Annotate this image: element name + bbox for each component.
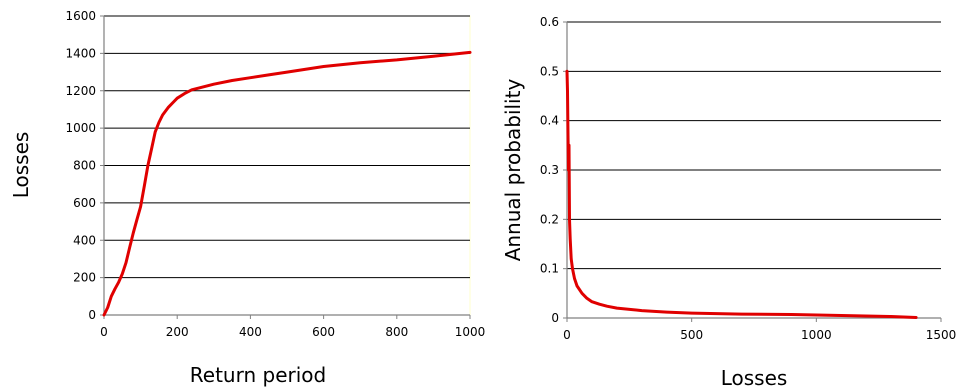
y-tick-label: 0.3 bbox=[540, 163, 559, 177]
y-tick-label: 200 bbox=[73, 271, 96, 285]
y-tick-labels: 0 0.1 0.2 0.3 0.4 0.5 0.6 bbox=[540, 15, 567, 325]
y-tick-label: 0 bbox=[551, 311, 559, 325]
y-axis-title: Annual probability bbox=[501, 79, 525, 262]
y-tick-label: 1200 bbox=[65, 84, 96, 98]
x-tick-label: 0 bbox=[563, 328, 571, 342]
y-tick-label: 1000 bbox=[65, 121, 96, 135]
exceedance-probability-chart: 00.10.20.30.40.50.6 0 500 1000 1500 Losses … bbox=[501, 15, 956, 390]
y-tick-label: 1400 bbox=[65, 46, 96, 60]
y-tick-label: 400 bbox=[73, 233, 96, 247]
x-tick-label: 500 bbox=[680, 328, 703, 342]
return-period-chart: 0 200 400 600 800 1000 1200 1400 1600 0 200 400 600… bbox=[9, 9, 485, 387]
y-tick-label: 1600 bbox=[65, 9, 96, 23]
y-tick-label: 600 bbox=[73, 196, 96, 210]
x-tick-label: 800 bbox=[385, 325, 408, 339]
x-tick-label: 200 bbox=[166, 325, 189, 339]
x-axis-title: Losses bbox=[721, 366, 788, 390]
x-tick-label: 600 bbox=[312, 325, 335, 339]
losses-curve bbox=[102, 50, 472, 317]
probability-curve bbox=[565, 69, 918, 319]
x-tick-label: 400 bbox=[239, 325, 262, 339]
x-tick-label: 0 bbox=[100, 325, 108, 339]
x-tick-label: 1000 bbox=[801, 328, 832, 342]
x-tick-labels: 0 200 400 600 800 1000 bbox=[100, 315, 485, 339]
y-tick-label: 0.2 bbox=[540, 212, 559, 226]
y-tick-labels: 0 200 400 600 800 1000 1200 1400 1600 bbox=[65, 9, 104, 322]
x-tick-label: 1000 bbox=[455, 325, 486, 339]
y-tick-label: 0 bbox=[88, 308, 96, 322]
y-tick-label: 800 bbox=[73, 159, 96, 173]
gridlines bbox=[567, 21, 941, 270]
x-tick-label: 1500 bbox=[926, 328, 957, 342]
y-tick-label: 0.6 bbox=[540, 15, 559, 29]
y-tick-label: 0.1 bbox=[540, 262, 559, 276]
x-tick-labels: 0 500 1000 1500 bbox=[563, 318, 956, 342]
gridlines bbox=[104, 15, 470, 279]
y-axis-title: Losses bbox=[9, 132, 33, 199]
y-tick-label: 0.5 bbox=[540, 64, 559, 78]
y-tick-label: 0.4 bbox=[540, 114, 559, 128]
x-axis-title: Return period bbox=[190, 363, 326, 387]
